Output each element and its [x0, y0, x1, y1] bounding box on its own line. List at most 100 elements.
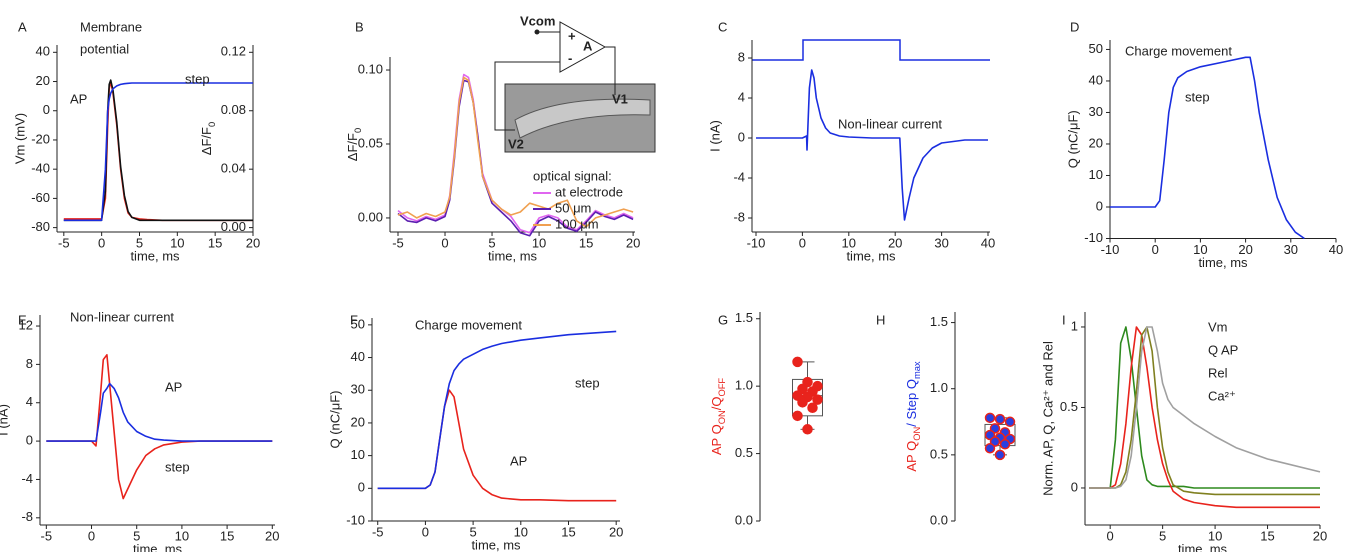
y-tick-label: 0 — [43, 102, 50, 117]
panel-letter: A — [18, 19, 27, 34]
x-tick-label: 15 — [1260, 528, 1274, 543]
y-axis-label-part: ON — [717, 410, 727, 424]
y-axis-label: Q (nC/μF) — [1065, 110, 1080, 168]
x-tick-label: 20 — [609, 524, 623, 539]
x-axis-label: time, ms — [130, 248, 180, 263]
y-axis-label: AP QON/ Step Qmax — [904, 361, 922, 472]
x-tick-label: 10 — [514, 524, 528, 539]
x-tick-label: 20 — [888, 235, 902, 250]
x-tick-label: 30 — [1284, 242, 1298, 257]
x-tick-label: 15 — [579, 235, 593, 250]
y-tick-label: 0.05 — [358, 135, 383, 150]
point — [792, 410, 803, 422]
y-tick-label: 0 — [358, 480, 365, 495]
x-tick-label: 0 — [441, 235, 448, 250]
panel-letter: H — [876, 312, 885, 327]
point — [802, 376, 813, 388]
y-tick-label: 0 — [26, 433, 33, 448]
y-tick-label: 0.0 — [735, 512, 753, 527]
y-tick-label: 0 — [1071, 479, 1078, 494]
y-axis-label: Norm. AP, Q, Ca²⁺ and Rel — [1040, 341, 1055, 496]
y-tick-label: 12 — [19, 317, 33, 332]
x-tick-label: -5 — [372, 524, 384, 539]
y-tick-label: 8 — [738, 49, 745, 64]
legend-label: at electrode — [555, 184, 623, 199]
inset-label: V2 — [508, 136, 524, 151]
x-tick-label: 15 — [220, 528, 234, 543]
y-tick-label: -8 — [733, 209, 745, 224]
y-axis-label-part: /Q — [709, 397, 724, 411]
y-tick-label: 50 — [1089, 41, 1103, 56]
point — [984, 442, 996, 454]
series-label: step — [575, 375, 600, 390]
y-axis-label-part: max — [912, 361, 922, 379]
panel-letter: E — [18, 312, 27, 327]
legend-label: 100 μm — [555, 216, 599, 231]
y-tick-label: -10 — [1084, 230, 1103, 245]
y-axis-label-part: ΔF/F — [345, 133, 360, 161]
trace — [377, 389, 617, 502]
x-axis-label: time, ms — [1178, 541, 1228, 552]
legend-title: optical signal: — [533, 168, 612, 183]
y-axis-label: I (nA) — [0, 404, 10, 436]
trace — [397, 79, 634, 237]
inset-label: + — [568, 28, 576, 43]
y-axis-label: Vm (mV) — [12, 113, 27, 164]
series-label: AP — [510, 453, 527, 468]
y-tick-label: -20 — [31, 131, 50, 146]
x-axis-label: time, ms — [133, 541, 183, 552]
legend-label: Rel — [1208, 365, 1228, 380]
point — [994, 413, 1006, 425]
point — [984, 412, 996, 424]
trace — [63, 82, 253, 222]
y-tick-label: 0.5 — [1060, 399, 1078, 414]
x-tick-label: 0 — [98, 235, 105, 250]
x-tick-label: -5 — [41, 528, 53, 543]
y-tick-label: 30 — [351, 382, 365, 397]
trace — [397, 76, 634, 228]
trace — [46, 382, 273, 442]
trace — [1110, 56, 1305, 240]
x-tick-label: 40 — [1329, 242, 1343, 257]
x-tick-label: 0 — [422, 524, 429, 539]
y-tick-label: 1.5 — [930, 314, 948, 329]
x-tick-label: 10 — [170, 235, 184, 250]
y2-axis-label: ΔF/F0 — [199, 122, 217, 155]
series-label: step — [165, 459, 190, 474]
y-axis-label-part: OFF — [717, 378, 727, 397]
point — [792, 356, 803, 368]
point — [797, 383, 808, 395]
y2-tick-label: 0.08 — [221, 102, 246, 117]
x-axis-label: time, ms — [488, 248, 538, 263]
x-tick-label: 5 — [469, 524, 476, 539]
y-tick-label: 1.0 — [735, 378, 753, 393]
y-tick-label: 0.10 — [358, 61, 383, 76]
y-tick-label: 0 — [738, 129, 745, 144]
chart-title: potential — [80, 41, 129, 56]
panel-letter: I — [1062, 312, 1066, 327]
y-tick-label: -4 — [733, 169, 745, 184]
panel-letter: D — [1070, 19, 1079, 34]
y-tick-label: 50 — [351, 316, 365, 331]
inset-label: V1 — [612, 91, 628, 106]
y-tick-label: 30 — [1089, 104, 1103, 119]
y-tick-label: -40 — [31, 161, 50, 176]
x-tick-label: 0 — [88, 528, 95, 543]
y-tick-label: 4 — [738, 89, 745, 104]
chart-title: Membrane — [80, 19, 142, 34]
x-tick-label: 20 — [246, 235, 260, 250]
y-tick-label: 4 — [26, 394, 33, 409]
x-axis-label: time, ms — [846, 248, 896, 263]
trace — [1089, 326, 1321, 489]
trace — [1089, 326, 1320, 509]
y-axis-label-part: / Step Q — [904, 379, 919, 427]
y-tick-label: 0.5 — [735, 445, 753, 460]
x-tick-label: 0 — [1152, 242, 1159, 257]
point — [792, 390, 803, 401]
y-tick-label: -80 — [31, 219, 50, 234]
point — [994, 449, 1006, 461]
chart-title: Non-linear current — [838, 116, 942, 131]
x-axis-label: time, ms — [471, 537, 521, 552]
legend-label: Vm — [1208, 319, 1228, 334]
